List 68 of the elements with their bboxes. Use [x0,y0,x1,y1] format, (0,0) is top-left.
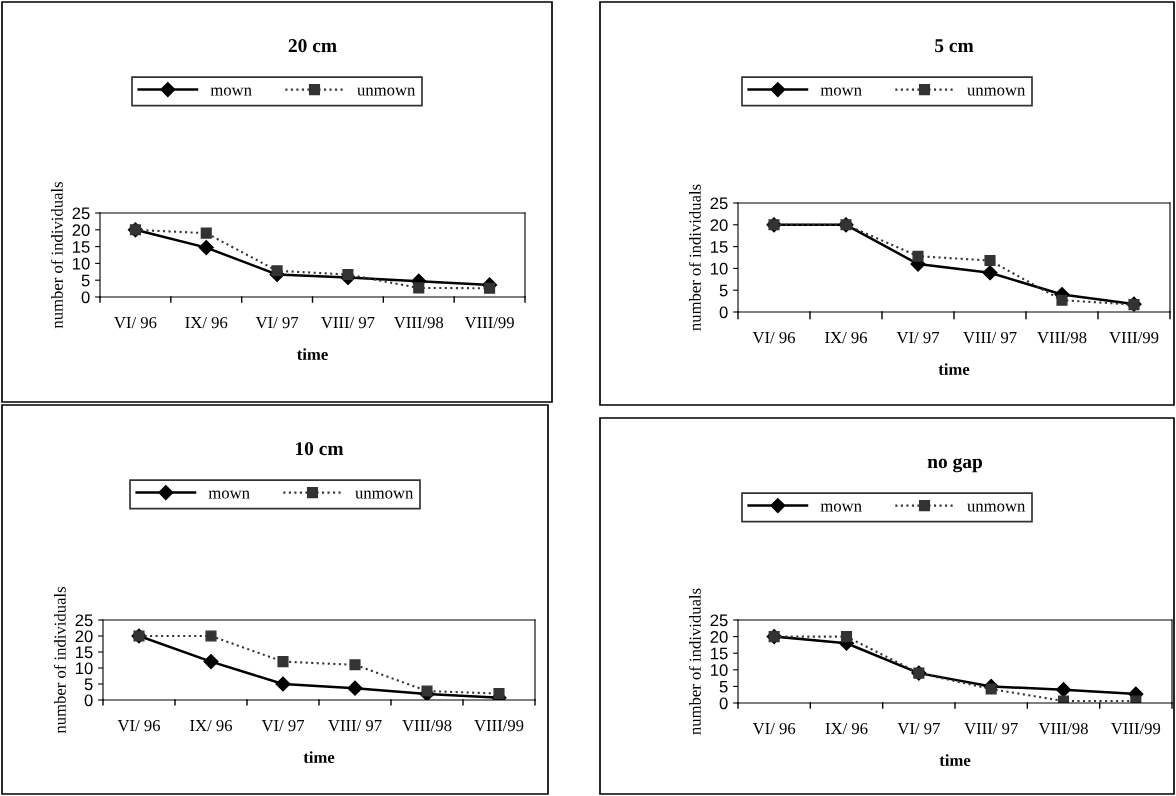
y-tick-label: 0 [81,291,90,304]
x-tick-label: IX/ 96 [190,719,233,732]
x-tick-label: IX/ 96 [825,722,868,735]
x-tick-label: VIII/98 [402,719,452,732]
legend-label: unmown [357,87,416,96]
y-tick-label: 20 [710,631,728,643]
legend-label: unmown [967,87,1026,96]
y-tick-label: 0 [84,694,93,707]
legend-label: mown [210,87,252,96]
y-tick-label: 15 [711,647,728,660]
x-axis-title: time [297,348,328,360]
x-tick-label: VI/ 97 [255,316,299,329]
y-tick-label: 10 [73,257,90,270]
x-tick-label: VIII/98 [1038,722,1088,735]
x-tick-label: VIII/99 [1111,722,1161,735]
x-tick-label: VIII/98 [393,316,444,329]
chart-title: 10 cm [295,442,344,456]
y-tick-label: 10 [76,662,93,675]
x-tick-label: VIII/99 [464,316,514,329]
y-tick-label: 25 [72,207,90,220]
y-tick-label: 0 [719,306,728,319]
y-tick-label: 5 [719,680,728,693]
y-tick-label: 20 [710,219,728,231]
y-tick-label: 25 [75,614,93,627]
x-tick-label: VIII/ 97 [964,722,1018,735]
legend-label: mown [208,490,250,499]
y-axis-title: number of individuals [53,587,66,734]
x-axis-title: time [303,751,335,763]
x-tick-label: VIII/99 [1109,331,1159,344]
x-tick-label: VI/ 96 [752,331,796,344]
legend-label: mown [820,503,862,512]
y-tick-label: 15 [76,646,93,659]
x-tick-label: VIII/ 97 [328,719,382,732]
y-tick-label: 15 [711,241,728,253]
x-tick-label: VI/ 97 [261,719,305,732]
x-tick-label: VIII/ 97 [321,316,375,329]
y-tick-label: 25 [710,614,728,627]
y-axis-title: number of individuals [50,182,63,329]
x-tick-label: IX/ 96 [825,331,868,344]
x-axis-title: time [938,363,970,375]
x-axis-title: time [939,754,971,766]
y-tick-label: 20 [72,224,90,236]
y-tick-label: 5 [81,274,90,287]
legend-label: mown [820,87,862,96]
x-tick-label: VI/ 97 [896,331,940,344]
x-tick-label: VIII/ 97 [963,331,1017,344]
x-tick-label: VIII/98 [1037,331,1087,344]
x-tick-label: VI/ 96 [117,719,161,732]
legend-label: unmown [967,503,1026,512]
x-tick-label: VI/ 97 [897,722,940,735]
x-tick-label: VIII/99 [474,719,524,732]
legend-label: unmown [355,490,414,499]
chart-title: no gap [927,458,983,473]
y-tick-label: 10 [711,664,728,676]
y-tick-label: 15 [73,241,90,253]
y-axis-title: number of individuals [688,184,701,331]
y-tick-label: 0 [719,697,728,710]
y-tick-label: 10 [711,262,728,275]
y-tick-label: 5 [84,678,93,691]
x-tick-label: IX/ 96 [185,316,228,329]
y-tick-label: 20 [75,630,93,643]
y-tick-label: 5 [719,284,728,297]
y-tick-label: 25 [710,197,728,210]
x-tick-label: VI/ 96 [114,316,157,329]
chart-title: 5 cm [935,39,974,53]
x-tick-label: VI/ 96 [752,722,796,735]
y-axis-title: number of individuals [688,588,701,735]
chart-title: 20 cm [288,39,337,53]
